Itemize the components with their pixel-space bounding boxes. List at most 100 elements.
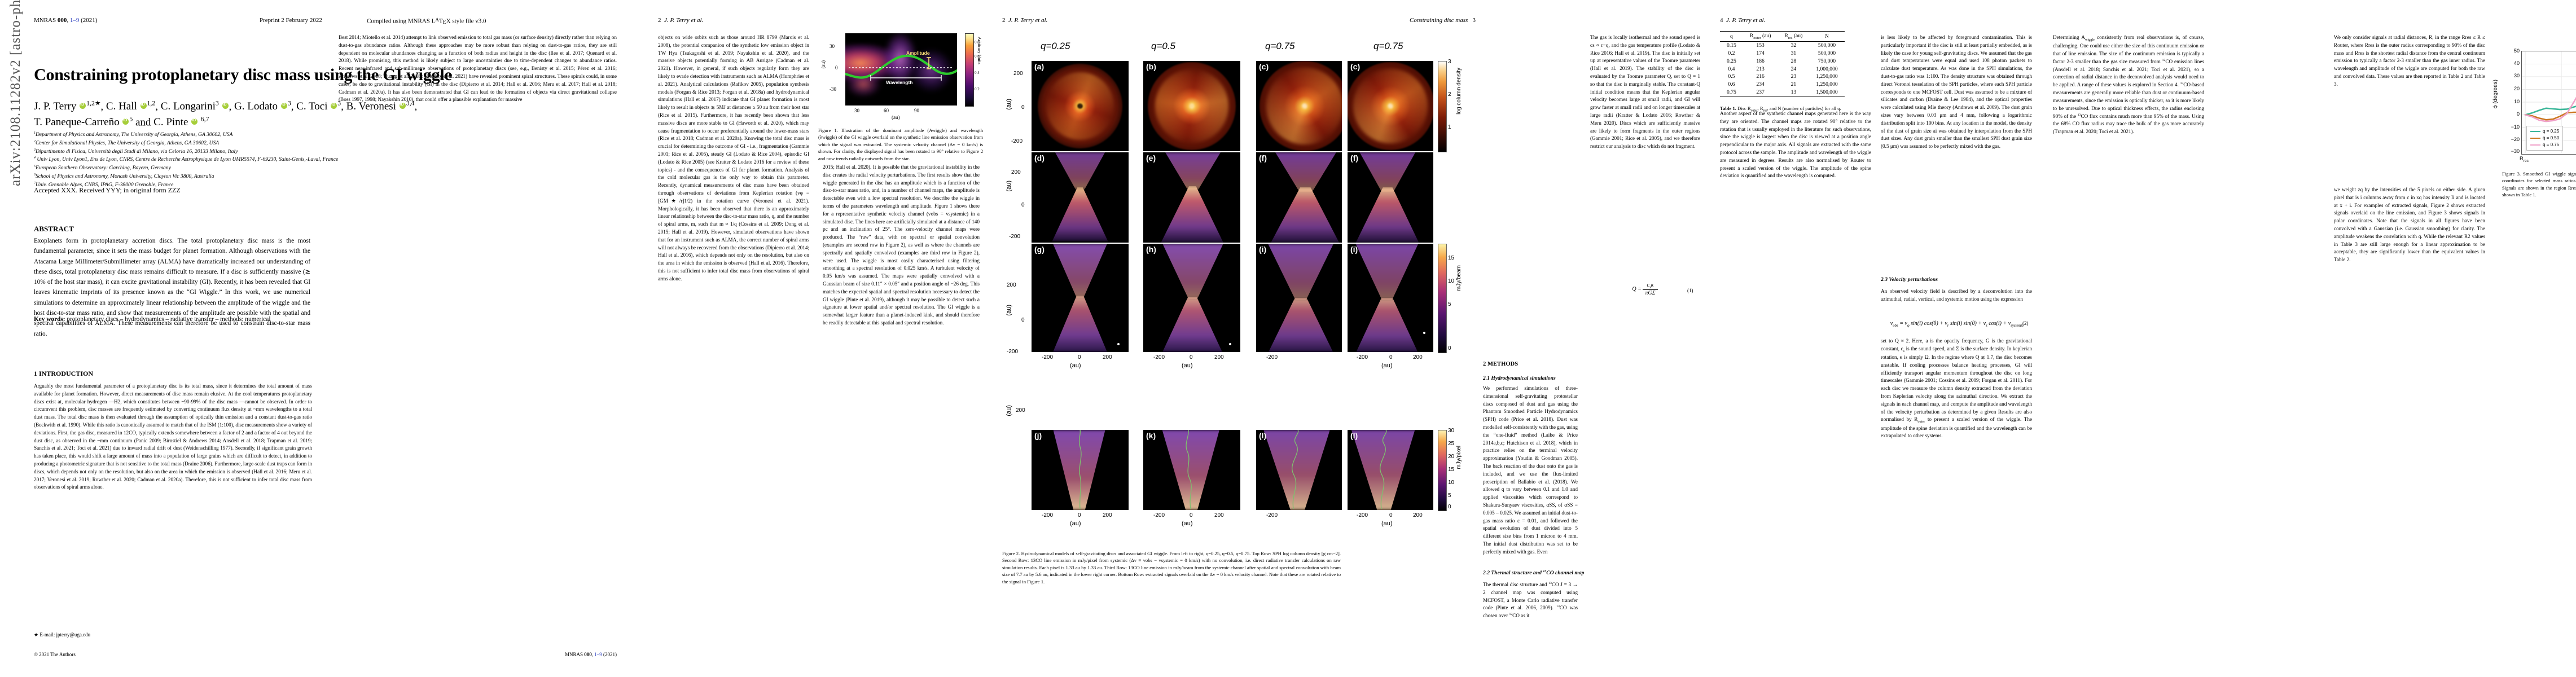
figure1-xtick-1: 60 [884,108,889,113]
figure2-panel-label-c: (c) [1259,62,1269,71]
author-7: C. Pinte 6,7 [153,116,209,128]
figure2-cbar3-tick-10: 10 [1448,278,1455,284]
page1-header-compiled: Compiled using MNRAS LATEX style file v3… [367,17,486,26]
page2-column-left: objects on wide orbits such as those aro… [658,34,809,282]
figure2-row1-y-label: (au) [1006,99,1012,110]
figure2-row4-xtick-0-b: 0 [1190,512,1193,518]
figure3-ytick-m30: −30 [2511,148,2520,154]
paper-title: Constraining protoplanetary disc mass us… [34,65,452,84]
figure2-panel-i-right: (i) [1348,244,1433,352]
orcid-icon[interactable] [280,102,287,109]
figure2-cbar4-tick-10: 10 [1448,480,1455,486]
figure2-panel-a: (a) [1032,61,1129,151]
figure2-row2-ytick-m200: -200 [1009,234,1021,240]
figure2-panel-k: (k) [1143,430,1240,510]
figure1-amplitude-label: Amplitude [906,50,930,56]
figure2-panel-label-d: (d) [1034,153,1045,162]
figure3-ytick-10: 10 [2513,99,2520,104]
figure2-row4-y-label: (au) [1006,405,1012,416]
figure2-panel-label-k: (k) [1146,431,1156,440]
table-row: 0.15 153 32 500,000 [1720,41,1845,49]
orcid-icon[interactable] [140,102,147,109]
figure2-col-header-2: q=0.75 [1265,41,1295,51]
figure2-row3-ytick-200: 200 [1007,282,1016,288]
page1-header-preprint: Preprint 2 February 2022 [260,17,322,24]
figure1-cbar-tick-0: 0.8 [975,40,980,45]
figure2-panel-e: (e) [1143,152,1240,243]
figure2-row3-x-label-1: (au) [1182,362,1193,369]
figure3-ytick-50: 50 [2513,48,2520,54]
figure2-panel-f: (f) [1256,152,1342,243]
figure2-row3-ytick-m200: -200 [1007,349,1019,355]
figure2-colorbar-row3 [1438,244,1447,353]
figure2-right-row3-x-label: (au) [1381,362,1393,369]
figure2-panel-i: (i) [1256,244,1342,352]
page1-footer-right: MNRAS 000, 1–9 (2021) [564,652,617,657]
figure2-beam-marker-h [1229,343,1231,345]
page5-column-left: We only consider signals at radial dista… [2334,34,2485,87]
orcid-icon[interactable] [122,118,129,125]
author-2: C. Longarini3 [161,100,229,112]
figure2-spine-j [1078,430,1082,509]
legend-label-q025: q = 0.25 [2543,129,2560,134]
author-4: C. Toci 3 [296,100,341,112]
orcid-icon[interactable] [399,102,406,109]
figure2-cbar3-tick-5: 5 [1448,301,1451,307]
figure2-cbar4-tick-5: 5 [1448,493,1451,499]
figure2-row2-ytick-0: 0 [1021,202,1025,208]
page3-thermal-text: The thermal disc structure and 13CO J = … [1483,582,1578,619]
figure2-row3-xtick-200: 200 [1103,354,1112,361]
table1-col-0: q [1730,33,1733,39]
author-6: T. Paneque-Carreño 5 [34,116,133,128]
figure2-row4-xtick-m200: -200 [1042,512,1054,518]
figure2-panel-label-f: (f) [1259,153,1267,162]
figure2-panel-j: (j) [1032,430,1129,510]
legend-label-q075: q = 0.75 [2543,142,2560,147]
figure2-row4-x-label-0: (au) [1070,520,1081,527]
figure1-wavelength-label: Wavelength [886,80,913,85]
table-row: 0.6 234 21 1,250,000 [1728,81,1838,88]
page-1: MNRAS 000, 1–9 (2021) Preprint 2 Februar… [0,0,648,677]
legend-swatch-q075 [2530,144,2540,146]
figure2-row2-ytick-200: 200 [1011,169,1021,175]
figure2-row3-ytick-0: 0 [1021,317,1025,323]
figure2-row2-y-label: (au) [1006,181,1012,192]
figure3-legend: q = 0.25 q = 0.50 q = 0.75 [2526,126,2564,151]
figure2-panel-g: (g) [1032,244,1129,352]
figure2b-col-header: q=0.75 [1373,41,1403,51]
figure1-ytick-1: 0 [835,65,838,71]
figure3-legend-item-2: q = 0.75 [2530,142,2559,148]
figure2-row3-xtick-m200-c: -200 [1266,354,1278,361]
legend-swatch-q050 [2530,137,2540,139]
accepted-line: Accepted XXX. Received YYY; in original … [34,186,181,194]
section-introduction-heading: 1 INTRODUCTION [34,370,94,377]
figure2-row4-xtick-200: 200 [1103,512,1112,518]
table1-col-1: Router (au) [1749,33,1771,40]
table1-col-3: N [1825,33,1829,39]
arxiv-stamp: arXiv:2108.11282v2 [astro-ph.EP] 30 Nov … [8,0,23,186]
figure2-right-row4-x-label: (au) [1381,520,1393,527]
figure2-row4-x-label-1: (au) [1182,520,1193,527]
page5-column-left-2: we weight zq by the intensities of the 5… [2334,187,2485,263]
figure2-row4-xtick-200-b: 200 [1214,512,1224,518]
page3-methods-text: We performed simulations of three-dimens… [1483,385,1578,555]
orcid-icon[interactable] [222,102,229,109]
figure2-panel-label-g: (g) [1034,245,1045,254]
section-methods-heading: 2 METHODS [1483,361,1519,367]
figure2-row4-ytick-200: 200 [1016,407,1025,414]
figure1-cbar-tick-3: 0.2 [975,87,980,91]
keywords-label: Key words: [34,316,65,323]
figure1-ytick-2: -30 [830,86,836,92]
figure2-panel-label-c2: (c) [1350,62,1361,71]
author-3: G. Lodato 3 [234,100,291,112]
orcid-icon[interactable] [331,102,337,109]
subsection-thermal-heading: 2.2 Thermal structure and 13CO channel m… [1483,570,1585,577]
page-3-right: Constraining disc mass 3 q=0.75 (c) 3 2 … [1342,0,1709,677]
figure3-xtick-rres: Rres [2520,156,2529,163]
figure2-beam-marker-i [1423,332,1425,334]
orcid-icon[interactable] [80,102,86,109]
orcid-icon[interactable] [191,118,198,125]
table-1: q Router (au) Rres (au) N 0.15 153 32 500,0… [1720,31,1845,96]
figure2-panel-f-right: (f) [1348,152,1433,243]
